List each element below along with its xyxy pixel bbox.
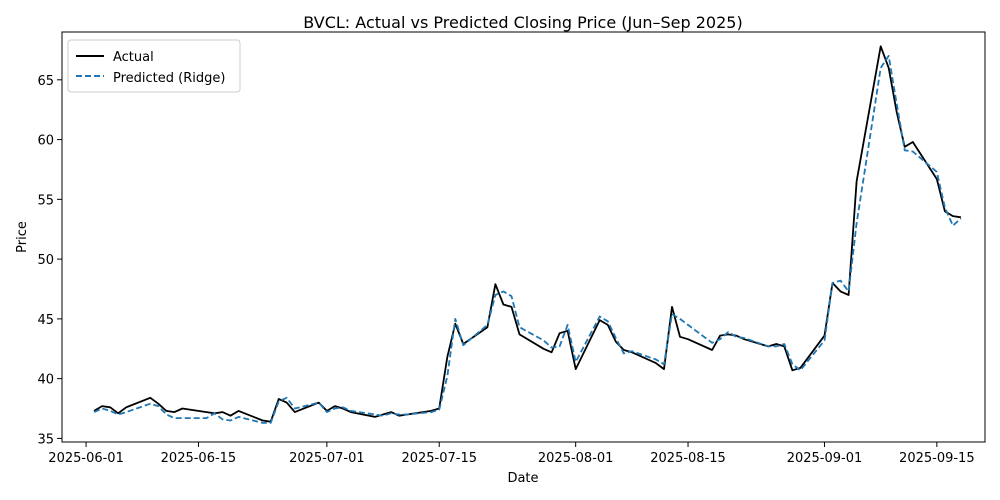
- y-axis: 35 40 45 50 55 60 65: [37, 74, 62, 447]
- y-tick-label: 50: [37, 253, 54, 268]
- x-axis-label: Date: [507, 471, 538, 486]
- x-tick-label: 2025-08-01: [538, 451, 614, 466]
- x-tick-label: 2025-07-15: [401, 451, 477, 466]
- x-axis: 2025-06-01 2025-06-15 2025-07-01 2025-07-15…: [48, 442, 975, 466]
- legend: Actual Predicted (Ridge): [67, 39, 241, 93]
- y-tick-label: 55: [37, 193, 54, 208]
- y-tick-label: 60: [37, 134, 54, 149]
- legend-box: [67, 39, 241, 93]
- x-tick-label: 2025-09-01: [787, 451, 863, 466]
- y-axis-label: Price: [15, 221, 30, 253]
- x-tick-label: 2025-06-15: [161, 451, 237, 466]
- x-tick-label: 2025-06-01: [48, 451, 124, 466]
- y-tick-label: 65: [37, 74, 54, 89]
- chart-title: BVCL: Actual vs Predicted Closing Price …: [303, 13, 742, 32]
- plot-area: [93, 45, 962, 424]
- y-tick-label: 45: [37, 313, 54, 328]
- legend-label-actual: Actual: [113, 50, 154, 65]
- plot-frame: [61, 31, 986, 443]
- series-line-predicted: [93, 55, 962, 424]
- y-tick-label: 35: [37, 432, 54, 447]
- y-tick-label: 40: [37, 373, 54, 388]
- x-tick-label: 2025-08-15: [650, 451, 726, 466]
- legend-label-predicted: Predicted (Ridge): [113, 71, 225, 86]
- x-tick-label: 2025-09-15: [899, 451, 975, 466]
- x-tick-label: 2025-07-01: [289, 451, 365, 466]
